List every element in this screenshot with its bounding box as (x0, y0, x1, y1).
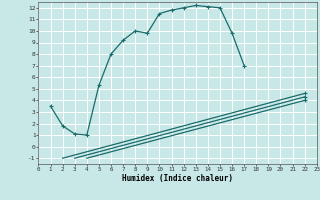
X-axis label: Humidex (Indice chaleur): Humidex (Indice chaleur) (122, 174, 233, 183)
